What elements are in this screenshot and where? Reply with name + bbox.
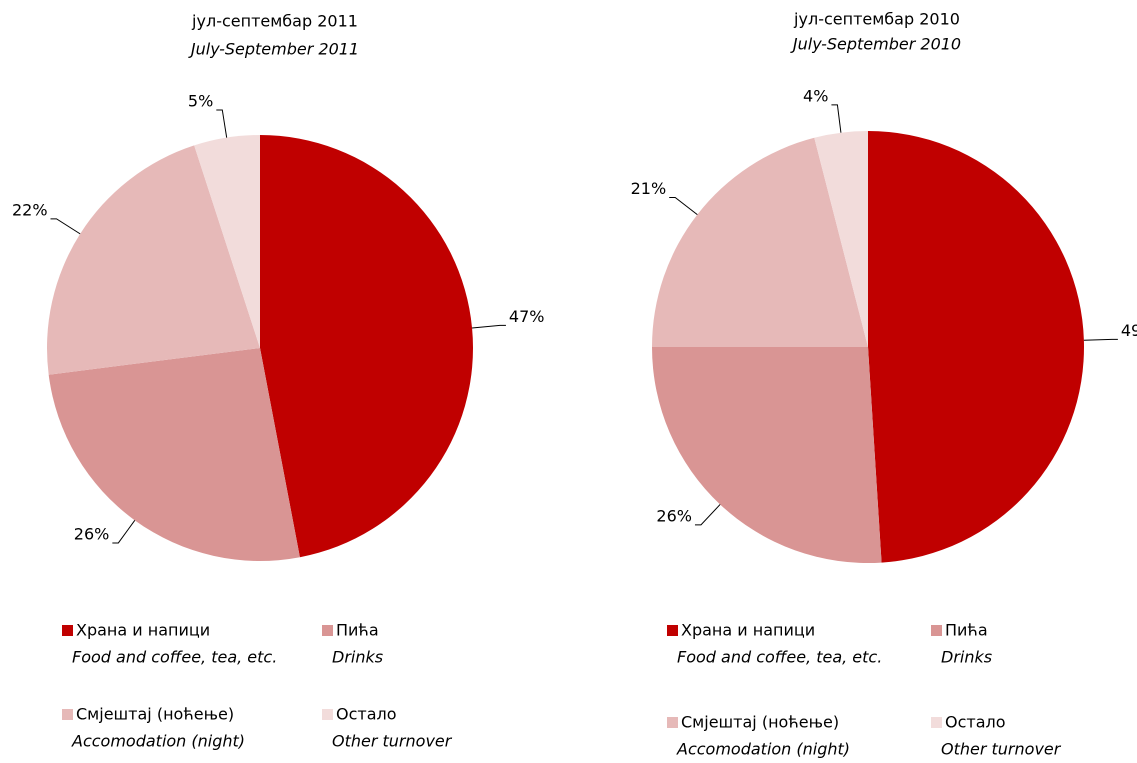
leader-line (112, 520, 136, 544)
leader-line (50, 218, 81, 235)
legend-label: Храна и напици (681, 621, 815, 640)
pie-slice (48, 348, 300, 561)
pie-slice (194, 135, 260, 348)
pie-slice (652, 347, 882, 563)
legend-translation: Drinks (332, 648, 383, 667)
leader-line (669, 196, 698, 216)
leader-line (831, 104, 842, 133)
data-label: 26% (74, 524, 110, 543)
legend-translation: Accomodation (night) (676, 740, 850, 759)
legend-swatch (62, 625, 73, 636)
pie-slice (868, 131, 1085, 563)
legend-swatch (62, 709, 73, 720)
legend-translation: Drinks (941, 648, 992, 667)
data-label: 26% (656, 506, 692, 525)
legend-label: Храна и напици (76, 621, 210, 640)
legend-label: Остало (336, 705, 397, 724)
legend-label: Пића (945, 621, 988, 640)
leader-line (694, 504, 721, 526)
data-label: 21% (631, 179, 667, 198)
legend-label: Остало (945, 713, 1006, 732)
chart-subtitle: July-September 2011 (188, 40, 359, 59)
legend-swatch (667, 625, 678, 636)
legend-swatch (322, 709, 333, 720)
data-label: 4% (803, 86, 828, 105)
chart-subtitle: July-September 2010 (790, 35, 961, 54)
legend-swatch (667, 717, 678, 728)
legend-translation: Accomodation (night) (71, 732, 245, 751)
legend-label: Смјештај (ноћење) (681, 713, 839, 732)
data-label: 49% (1121, 321, 1137, 340)
legend-translation: Other turnover (941, 740, 1062, 759)
data-label: 5% (188, 91, 213, 110)
legend-label: Смјештај (ноћење) (76, 705, 234, 724)
legend-swatch (931, 717, 942, 728)
legend-translation: Food and coffee, tea, etc. (677, 648, 882, 667)
pie-slice (260, 135, 473, 558)
legend-swatch (931, 625, 942, 636)
data-label: 22% (12, 200, 48, 219)
chart-title: јул-септембар 2010 (793, 10, 960, 29)
legend-swatch (322, 625, 333, 636)
pie-slice (814, 131, 868, 347)
chart-title: јул-септембар 2011 (191, 12, 358, 31)
leader-line (1083, 338, 1118, 341)
legend-label: Пића (336, 621, 379, 640)
pie-slice (652, 137, 868, 347)
pie-slice (47, 145, 261, 375)
leader-line (216, 109, 228, 138)
legend-translation: Food and coffee, tea, etc. (72, 648, 277, 667)
data-label: 47% (509, 307, 545, 326)
legend-translation: Other turnover (332, 732, 453, 751)
leader-line (472, 324, 506, 329)
